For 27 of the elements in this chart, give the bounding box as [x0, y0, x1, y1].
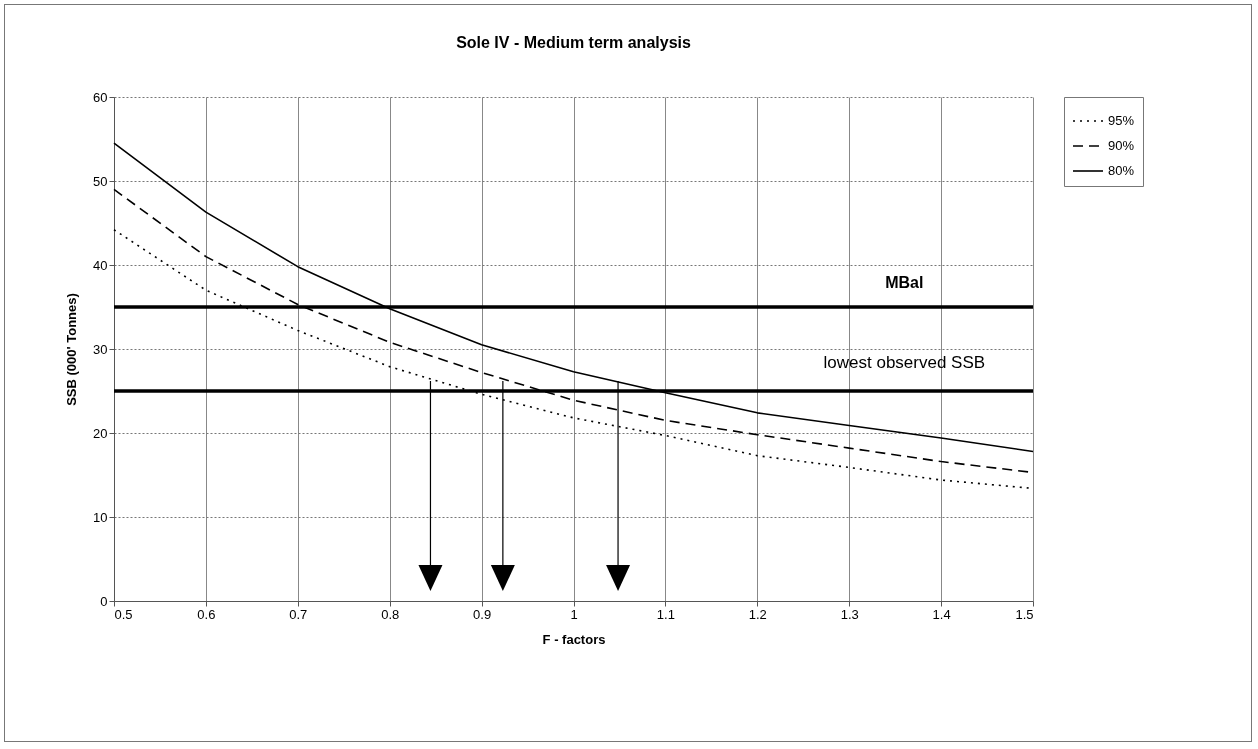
x-tick-label: 0.5 [114, 606, 133, 622]
y-tick-label: 50 [93, 173, 108, 189]
x-tick-label: 1.4 [932, 606, 951, 622]
y-axis-title: SSB (000' Tonnes) [64, 293, 80, 406]
y-tick-label: 20 [93, 425, 108, 441]
y-tick-label: 0 [100, 593, 108, 609]
chart-title: Sole IV - Medium term analysis [456, 34, 691, 51]
legend-label: 95% [1108, 113, 1135, 128]
legend-label: 80% [1108, 163, 1135, 178]
x-tick-label: 0.6 [197, 606, 216, 622]
y-tick-label: 40 [93, 257, 108, 273]
x-tick-label: 0.7 [289, 606, 308, 622]
x-tick-label: 0.8 [381, 606, 400, 622]
y-tick-label: 60 [93, 89, 108, 105]
x-tick-label: 1.2 [748, 606, 767, 622]
ref-line-label: MBal [885, 274, 924, 291]
x-tick-label: 1 [570, 606, 578, 622]
ref-line-label: lowest observed SSB [823, 353, 986, 372]
line-series [113, 142, 1034, 453]
x-axis-title: F - factors [542, 631, 606, 647]
x-tick-label: 1.1 [656, 606, 675, 622]
legend-label: 90% [1108, 138, 1135, 153]
y-tick-label: 30 [93, 341, 108, 357]
y-tick-label: 10 [93, 509, 108, 525]
x-tick-label: 1.5 [1015, 606, 1034, 622]
x-tick-label: 0.9 [473, 606, 492, 622]
x-tick-label: 1.3 [840, 606, 859, 622]
